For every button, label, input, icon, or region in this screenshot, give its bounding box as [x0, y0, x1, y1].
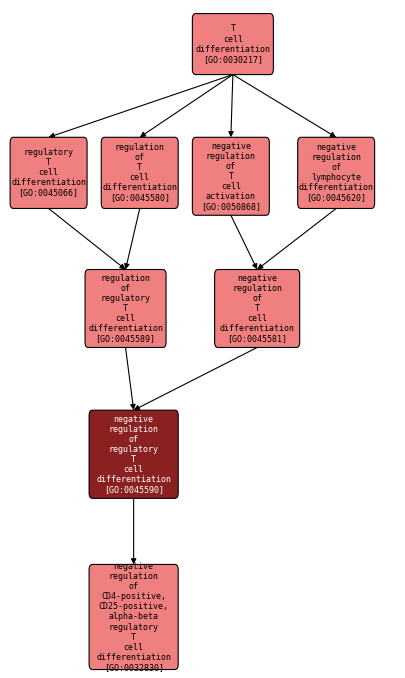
FancyBboxPatch shape [192, 14, 273, 75]
Text: regulation
of
T
cell
differentiation
[GO:0045580]: regulation of T cell differentiation [GO… [102, 143, 177, 203]
FancyBboxPatch shape [85, 269, 166, 347]
FancyBboxPatch shape [89, 410, 178, 498]
FancyBboxPatch shape [215, 269, 300, 347]
Text: negative
regulation
of
CD4-positive,
CD25-positive,
alpha-beta
regulatory
T
cell: negative regulation of CD4-positive, CD2… [96, 562, 171, 672]
Text: negative
regulation
of
lymphocyte
differentiation
[GO:0045620]: negative regulation of lymphocyte differ… [298, 143, 374, 203]
Text: regulation
of
regulatory
T
cell
differentiation
[GO:0045589]: regulation of regulatory T cell differen… [88, 274, 163, 343]
Text: T
cell
differentiation
[GO:0030217]: T cell differentiation [GO:0030217] [195, 24, 271, 64]
FancyBboxPatch shape [298, 137, 375, 209]
Text: negative
regulation
of
regulatory
T
cell
differentiation
[GO:0045590]: negative regulation of regulatory T cell… [96, 414, 171, 494]
FancyBboxPatch shape [101, 137, 178, 209]
Text: regulatory
T
cell
differentiation
[GO:0045066]: regulatory T cell differentiation [GO:00… [11, 148, 86, 197]
Text: negative
regulation
of
T
cell
activation
[GO:0050868]: negative regulation of T cell activation… [201, 142, 261, 211]
FancyBboxPatch shape [89, 564, 178, 670]
Text: negative
regulation
of
T
cell
differentiation
[GO:0045581]: negative regulation of T cell differenti… [220, 274, 295, 343]
FancyBboxPatch shape [10, 137, 87, 209]
FancyBboxPatch shape [192, 137, 269, 216]
